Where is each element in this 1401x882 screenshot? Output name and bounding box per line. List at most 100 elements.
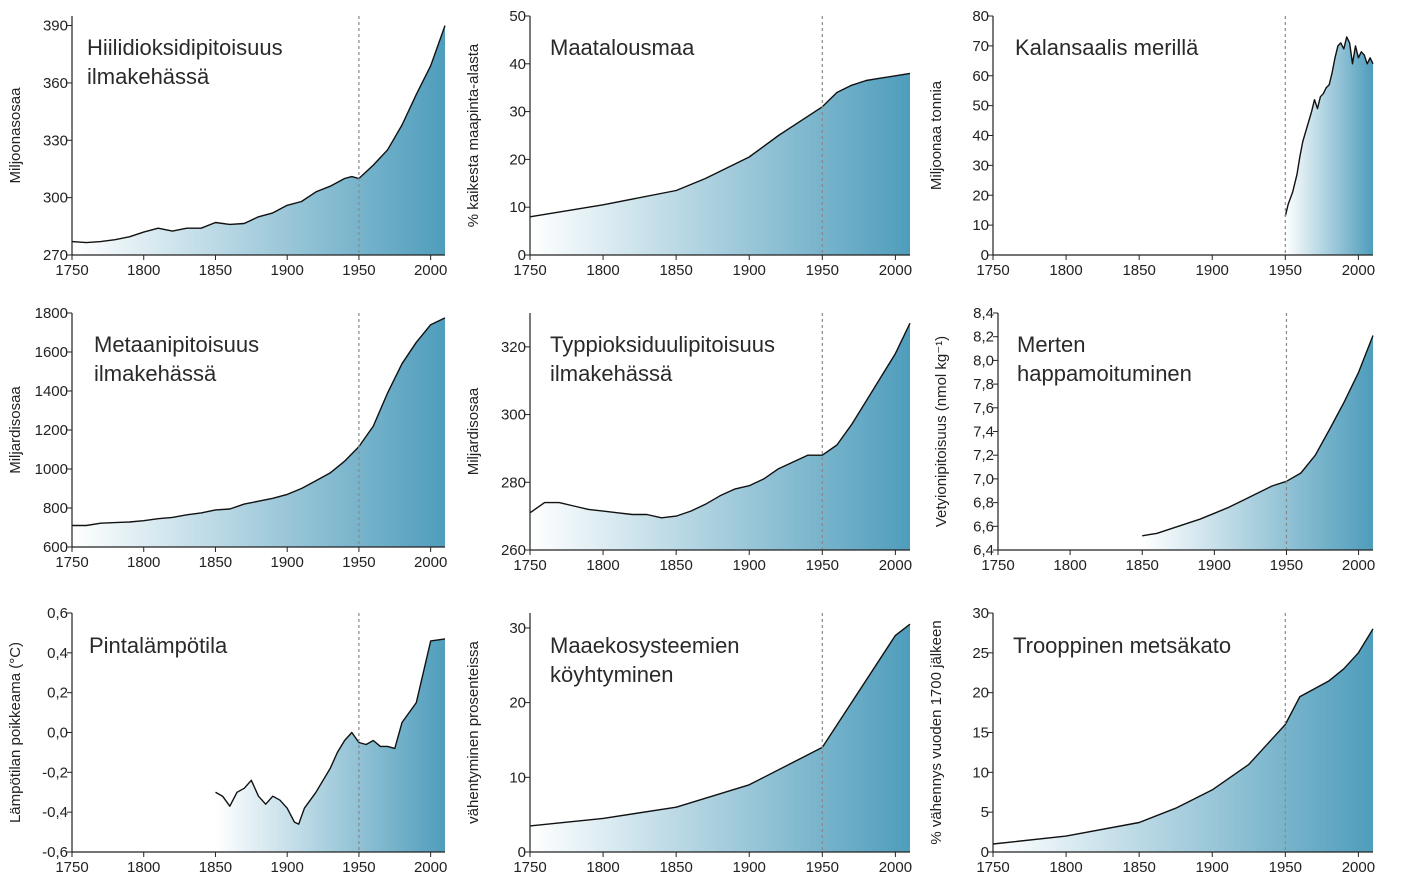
y-tick-label: 6,4 [973,542,994,559]
y-tick-label: 30 [972,605,989,622]
x-tick-label: 1750 [976,859,1009,876]
x-tick-label: 1850 [659,262,692,279]
y-tick-label: 8,4 [973,305,994,322]
y-tick-label: 330 [43,132,68,149]
y-tick-label: 800 [43,500,68,517]
series-line [1284,36,1374,217]
y-tick-label: 6,8 [973,495,994,512]
area-fill [530,323,910,550]
x-tick-label: 1800 [586,859,619,876]
y-tick-label: 10 [972,764,989,781]
chart-title: Metaanipitoisuus [94,332,259,357]
x-tick-label: 1950 [342,262,375,279]
area-fill [215,638,445,852]
x-tick-label: 2000 [879,859,912,876]
series-line [1142,335,1374,537]
x-tick-label: 2000 [1342,859,1375,876]
y-tick-label: 0,2 [47,685,68,702]
chart-panel-4: 1750 1800 1850 1900 1950 2000 600 800 1000 1200 14… [7,305,447,571]
chart-title: Trooppinen metsäkato [1013,633,1231,658]
x-tick-label: 1800 [1049,262,1082,279]
y-tick-label: -0,4 [42,804,68,821]
y-tick-label: 80 [972,8,989,25]
x-tick-label: 2000 [879,557,912,574]
chart-panel-6: 1750 1800 1850 1900 1950 2000 6,4 6,6 6,8 7,0 7,2 7… [933,305,1375,574]
y-tick-label: 10 [509,769,526,786]
chart-title: Maaekosysteemien [550,633,740,658]
x-tick-label: 2000 [414,554,447,571]
x-tick-label: 1900 [1196,859,1229,876]
y-tick-label: 8,0 [973,352,994,369]
y-tick-label: 0,0 [47,725,68,742]
y-axis-label: Miljardisosaa [7,386,24,474]
chart-title: köyhtyminen [550,662,674,687]
y-tick-label: 7,6 [973,400,994,417]
area-fill [1285,36,1373,256]
x-tick-label: 1950 [806,859,839,876]
y-axis-label: Miljoonaa tonnia [928,80,945,190]
y-tick-label: 70 [972,38,989,55]
y-tick-label: -0,6 [42,844,68,861]
y-tick-label: 8,2 [973,329,994,346]
y-tick-label: 20 [972,187,989,204]
x-tick-label: 1850 [1122,859,1155,876]
y-tick-label: 50 [509,8,526,25]
y-tick-label: 40 [509,56,526,73]
x-tick-label: 2000 [879,262,912,279]
chart-title: Hiilidioksidipitoisuus [87,35,283,60]
chart-panel-1: 1750 1800 1850 1900 1950 2000 270 300 330 360 390 M… [7,16,447,279]
y-tick-label: 25 [972,645,989,662]
chart-title: ilmakehässä [87,64,210,89]
x-tick-label: 1800 [586,557,619,574]
y-tick-label: 0,4 [47,645,68,662]
y-tick-label: 30 [509,104,526,121]
y-tick-label: 1800 [35,305,68,322]
x-tick-label: 1850 [199,554,232,571]
y-axis-label: % kaikesta maapinta-alasta [465,43,482,227]
x-tick-label: 1750 [55,262,88,279]
x-tick-label: 1950 [342,859,375,876]
x-tick-label: 1900 [1198,557,1231,574]
y-tick-label: 20 [509,151,526,168]
x-tick-label: 2000 [414,859,447,876]
x-tick-label: 1900 [733,859,766,876]
chart-title: ilmakehässä [550,361,673,386]
x-tick-label: 1850 [659,859,692,876]
x-tick-label: 1750 [55,859,88,876]
y-tick-label: 1000 [35,461,68,478]
y-tick-label: 1200 [35,422,68,439]
series-line [72,317,446,527]
y-tick-label: 7,2 [973,447,994,464]
x-tick-label: 1800 [586,262,619,279]
area-fill [530,73,910,256]
chart-panel-2: 1750 1800 1850 1900 1950 2000 0 10 20 30 40 50 % kai… [465,8,912,279]
x-tick-label: 1900 [271,554,304,571]
y-tick-label: 360 [43,75,68,92]
y-tick-label: 300 [43,190,68,207]
y-tick-label: 30 [972,157,989,174]
y-tick-label: 300 [501,407,526,424]
y-axis-label: Lämpötilan poikkeama (°C) [7,642,24,823]
y-tick-label: -0,2 [42,764,68,781]
chart-panel-7: 1750 1800 1850 1900 1950 2000 -0,6 -0,4 -0,2 0,0 0… [7,605,447,876]
series-line [529,322,911,519]
x-tick-label: 1900 [271,859,304,876]
y-tick-label: 0 [518,844,526,861]
y-tick-label: 7,8 [973,376,994,393]
y-tick-label: 270 [43,247,68,264]
x-tick-label: 2000 [414,262,447,279]
y-tick-label: 0 [981,247,989,264]
chart-title: Typpioksiduulipitoisuus [550,332,775,357]
y-tick-label: 60 [972,68,989,85]
series-line [992,628,1374,845]
x-tick-label: 1800 [127,554,160,571]
x-tick-label: 2000 [1342,262,1375,279]
y-tick-label: 10 [972,217,989,234]
series-line [529,623,911,827]
x-tick-label: 1750 [976,262,1009,279]
x-tick-label: 1850 [199,859,232,876]
x-tick-label: 1850 [659,557,692,574]
x-tick-label: 1950 [806,557,839,574]
